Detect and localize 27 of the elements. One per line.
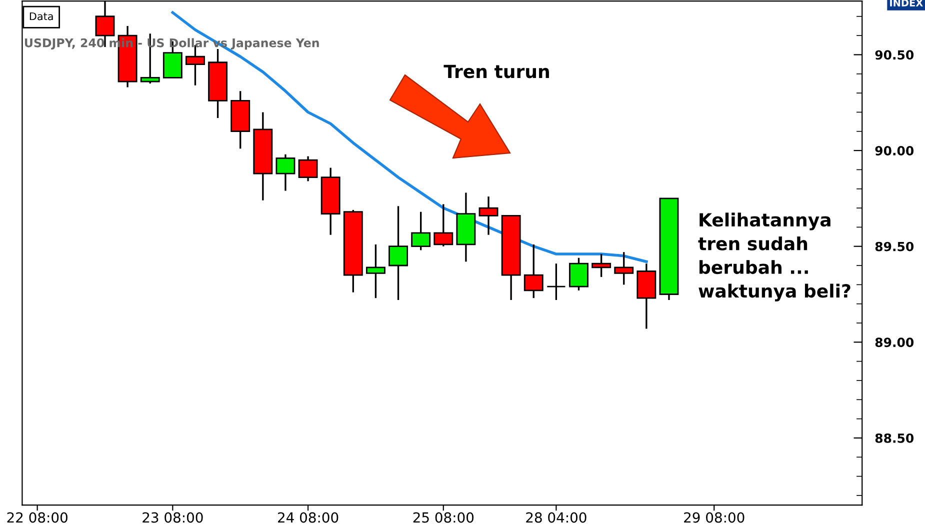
y-tick-label: 90.50 <box>875 50 914 60</box>
candlestick <box>388 205 408 301</box>
candlestick <box>546 262 566 301</box>
candlestick <box>614 251 634 286</box>
candlestick <box>366 244 386 299</box>
y-tick-label: 89.00 <box>875 338 914 348</box>
candlestick <box>298 155 318 182</box>
annotation: Tren turun <box>444 64 549 78</box>
candlestick <box>524 244 544 299</box>
candlestick <box>434 203 454 248</box>
x-tick-label: 22 08:00 <box>7 512 68 523</box>
x-tick-label: 24 08:00 <box>278 512 338 523</box>
annotation: Data <box>30 12 53 20</box>
candlestick <box>478 196 498 236</box>
candlestick <box>569 257 588 292</box>
candlestick <box>592 253 612 278</box>
candlestick <box>276 154 296 192</box>
x-tick-label: 28 04:00 <box>526 512 586 523</box>
y-tick-label: 89.50 <box>875 242 914 252</box>
candlestick <box>411 211 431 252</box>
line-series <box>171 11 648 264</box>
y-tick-label: 88.50 <box>875 433 914 443</box>
x-tick-label: 29 08:00 <box>684 512 744 523</box>
annotation: Kelihatannya tren sudah berubah ... waktunya beli? <box>698 212 850 302</box>
x-tick-label: 25 08:00 <box>413 512 474 523</box>
x-tick-label: 23 08:00 <box>142 512 203 523</box>
y-tick-label: 90.00 <box>875 146 914 156</box>
